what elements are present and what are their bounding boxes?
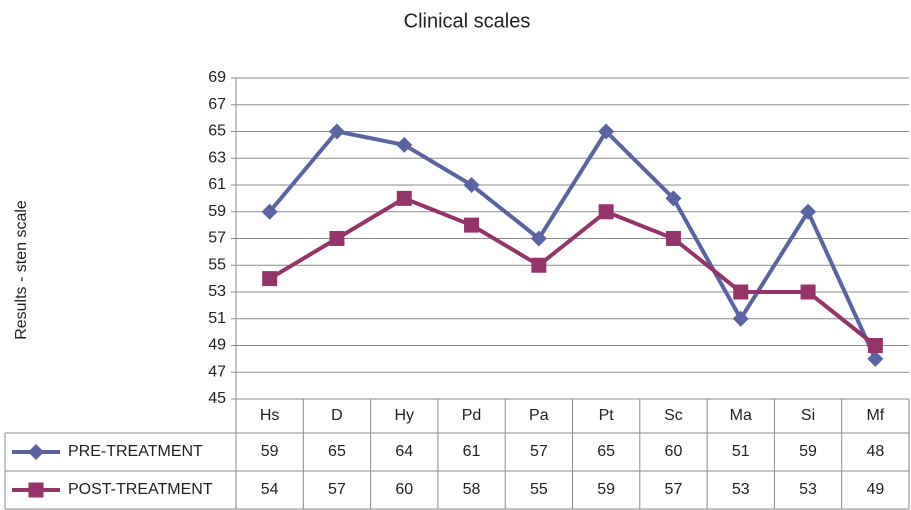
table-value: 51: [732, 443, 750, 460]
marker: [665, 190, 682, 207]
x-tick-label: Pt: [599, 407, 615, 424]
table-value: 57: [328, 481, 346, 498]
table-value: 57: [665, 481, 683, 498]
marker: [665, 231, 681, 246]
y-axis-label: Results - sten scale: [13, 200, 30, 340]
marker: [396, 136, 413, 153]
legend-label: PRE-TREATMENT: [68, 443, 203, 460]
marker: [396, 190, 412, 206]
table-value: 49: [866, 481, 884, 498]
chart-title: Clinical scales: [404, 10, 531, 32]
marker: [800, 284, 816, 300]
marker: [733, 284, 749, 300]
series-line: [268, 128, 878, 360]
table-value: 55: [530, 481, 548, 498]
marker: [732, 310, 749, 327]
marker: [867, 338, 883, 353]
x-tick-label: Pa: [529, 407, 549, 424]
x-tick-label: Sc: [664, 407, 683, 424]
table-value: 61: [463, 443, 481, 460]
y-tick-label: 65: [208, 123, 226, 140]
table-value: 53: [732, 481, 750, 498]
y-tick-label: 51: [208, 310, 226, 327]
marker: [262, 271, 278, 287]
x-tick-label: Pd: [462, 407, 482, 424]
marker: [598, 123, 615, 140]
marker: [329, 231, 345, 246]
marker: [328, 123, 345, 140]
y-tick-label: 55: [208, 256, 226, 273]
table-value: 58: [463, 481, 481, 498]
legend-label: POST-TREATMENT: [68, 481, 213, 498]
x-tick-label: Mf: [866, 407, 884, 424]
table-value: 57: [530, 443, 548, 460]
table-value: 64: [395, 443, 413, 460]
legend-marker: [28, 482, 44, 498]
table-value: 59: [799, 443, 817, 460]
table-value: 48: [866, 443, 884, 460]
y-tick-label: 63: [208, 149, 226, 166]
table-value: 53: [799, 481, 817, 498]
y-tick-label: 45: [208, 390, 226, 407]
marker: [867, 350, 884, 367]
marker: [464, 217, 480, 233]
y-tick-label: 57: [208, 230, 226, 247]
x-tick-label: Si: [801, 407, 815, 424]
x-tick-label: Hy: [394, 407, 414, 424]
x-tick-label: Hs: [260, 407, 280, 424]
table-value: 65: [597, 443, 615, 460]
table-value: 60: [395, 481, 413, 498]
table-value: 54: [261, 481, 279, 498]
y-tick-label: 61: [208, 176, 226, 193]
marker: [530, 230, 547, 247]
x-tick-label: D: [331, 407, 343, 424]
marker: [261, 203, 278, 220]
y-tick-label: 47: [208, 363, 226, 380]
table-value: 60: [665, 443, 683, 460]
y-tick-label: 49: [208, 337, 226, 354]
y-tick-label: 53: [208, 283, 226, 300]
series-line: [268, 196, 877, 348]
marker: [463, 177, 480, 193]
x-tick-label: Ma: [730, 407, 752, 424]
table-value: 59: [597, 481, 615, 498]
legend-marker: [28, 444, 44, 460]
y-tick-label: 67: [208, 96, 226, 113]
table-value: 65: [328, 443, 346, 460]
table-value: 59: [261, 443, 279, 460]
y-tick-label: 69: [208, 69, 226, 86]
marker: [531, 257, 547, 273]
y-tick-label: 59: [208, 203, 226, 220]
marker: [800, 203, 817, 220]
marker: [598, 204, 614, 220]
